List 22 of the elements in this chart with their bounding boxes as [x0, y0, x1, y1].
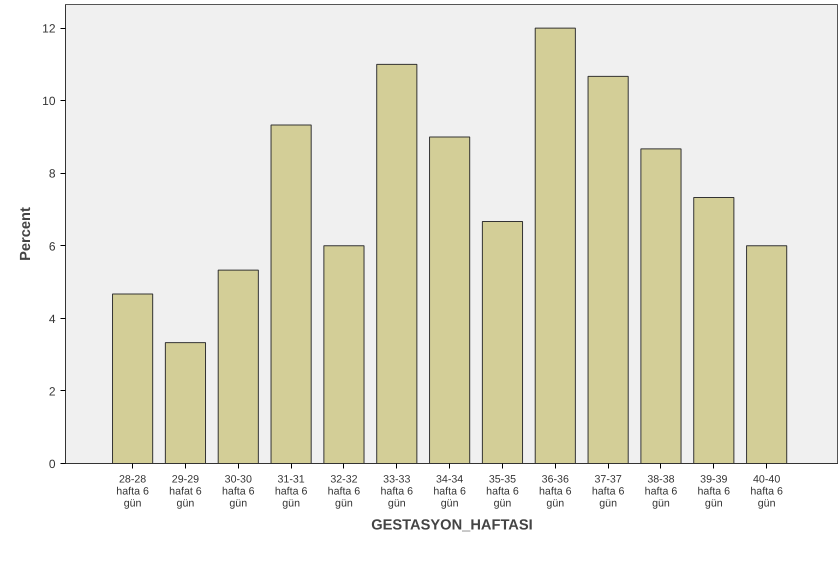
x-tick-label: 35-35 hafta 6 gün: [486, 474, 519, 510]
y-tick-label: 0: [48, 457, 56, 471]
x-tick-label: 40-40 hafta 6 gün: [750, 474, 784, 510]
x-tick-label: 32-32 hafta 6 gün: [328, 474, 360, 510]
x-tick-label: 36-36 hafta 6 gün: [539, 474, 572, 510]
y-tick-label: 8: [48, 166, 56, 181]
x-tick-label: 31-31 hafta 6 gün: [274, 474, 308, 510]
x-tick-label: 29-29 hafat 6 gün: [169, 474, 202, 510]
y-tick-label: 4: [48, 312, 56, 326]
y-tick-label: 6: [48, 239, 56, 254]
y-tick-label: 10: [42, 94, 56, 108]
x-tick-label: 38-38 hafta 6 gün: [644, 474, 678, 510]
y-axis-title: Percent: [18, 207, 34, 261]
x-tick-label: 30-30 hafta 6 gün: [222, 474, 255, 510]
x-tick-label: 33-33 hafta 6 gün: [380, 474, 414, 510]
y-tick-label: 2: [48, 384, 56, 398]
y-tick-label: 12: [42, 22, 56, 36]
x-tick-label: 34-34 hafta 6 gün: [433, 474, 466, 510]
x-tick-label: 37-37 hafta 6 gün: [592, 474, 624, 510]
x-tick-label: 39-39 hafta 6 gün: [698, 474, 730, 510]
x-tick-label: 28-28 hafta 6 gün: [116, 474, 149, 510]
x-axis-title: GESTASYON_HAFTASI: [371, 518, 533, 534]
